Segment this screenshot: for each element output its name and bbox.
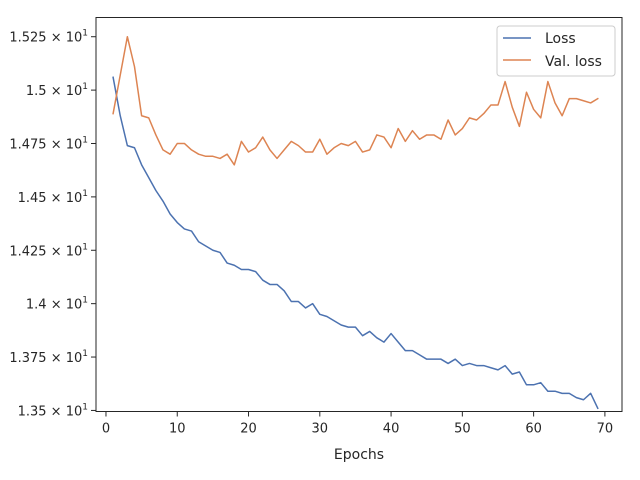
y-tick-label: 1.5 × 101 (26, 82, 88, 99)
y-tick-label: 1.525 × 101 (9, 29, 88, 46)
x-tick-label: 0 (102, 422, 110, 437)
y-tick-label: 1.45 × 101 (18, 189, 88, 206)
series-layer (112, 35, 599, 410)
x-tick-label: 60 (525, 422, 542, 437)
x-tick-label: 70 (597, 422, 614, 437)
y-tick-label: 1.375 × 101 (9, 349, 88, 366)
legend: Loss Val. loss (496, 25, 616, 77)
legend-label-val-loss: Val. loss (545, 54, 602, 70)
series-line-1 (112, 35, 599, 166)
y-axis-ticks: 1.35 × 101 1.375 × 101 1.4 × 101 1.425 × 10… (9, 29, 96, 419)
y-tick-label: 1.4 × 101 (26, 296, 88, 313)
x-tick-label: 10 (169, 422, 186, 437)
y-tick-label: 1.35 × 101 (18, 402, 88, 419)
x-tick-label: 30 (312, 422, 329, 437)
x-tick-label: 50 (454, 422, 471, 437)
x-tick-label: 20 (240, 422, 257, 437)
x-tick-label: 40 (383, 422, 400, 437)
plot-frame (95, 17, 623, 412)
x-axis-ticks: 0 10 20 30 40 50 60 70 (102, 411, 614, 437)
series-line-0 (112, 76, 599, 410)
y-tick-label: 1.475 × 101 (9, 135, 88, 152)
y-tick-label: 1.425 × 101 (9, 242, 88, 259)
x-axis-title: Epochs (334, 447, 384, 463)
legend-label-loss: Loss (545, 31, 576, 47)
